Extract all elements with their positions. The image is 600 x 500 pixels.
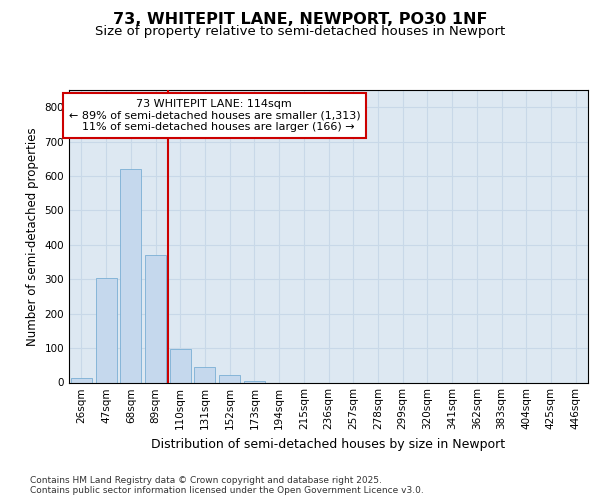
Bar [244,381,265,382]
Y-axis label: Number of semi-detached properties: Number of semi-detached properties [26,127,39,346]
X-axis label: Distribution of semi-detached houses by size in Newport: Distribution of semi-detached houses by … [151,438,506,451]
Bar [120,170,141,382]
Text: Size of property relative to semi-detached houses in Newport: Size of property relative to semi-detach… [95,25,505,38]
Bar [170,349,191,382]
Bar [71,378,92,382]
Text: Contains HM Land Registry data © Crown copyright and database right 2025.
Contai: Contains HM Land Registry data © Crown c… [30,476,424,495]
Text: 73, WHITEPIT LANE, NEWPORT, PO30 1NF: 73, WHITEPIT LANE, NEWPORT, PO30 1NF [113,12,487,28]
Bar [194,366,215,382]
Bar [95,278,116,382]
Bar [219,375,240,382]
Text: 73 WHITEPIT LANE: 114sqm
← 89% of semi-detached houses are smaller (1,313)
  11%: 73 WHITEPIT LANE: 114sqm ← 89% of semi-d… [68,99,360,132]
Bar [145,255,166,382]
